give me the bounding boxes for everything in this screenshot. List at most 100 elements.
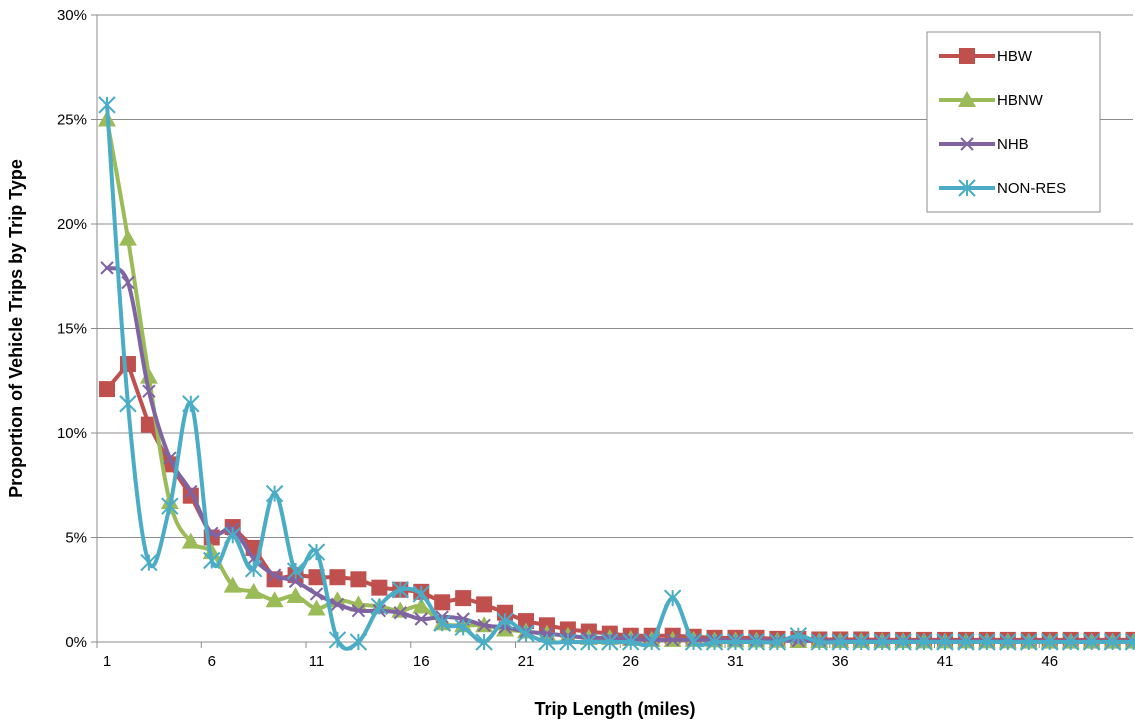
- legend-item: NON-RES: [939, 179, 1066, 197]
- data-point: [538, 633, 556, 651]
- data-point: [140, 416, 157, 433]
- data-point: [308, 569, 325, 586]
- x-tick-label: 26: [622, 653, 639, 670]
- data-point: [393, 606, 408, 620]
- data-point: [1020, 633, 1038, 651]
- data-point: [434, 594, 451, 611]
- data-point: [330, 597, 345, 612]
- data-point: [307, 599, 326, 616]
- data-point: [286, 587, 305, 604]
- data-point: [181, 532, 200, 549]
- x-tick-label: 16: [413, 653, 430, 670]
- data-point: [665, 633, 680, 647]
- data-point: [999, 633, 1017, 651]
- legend-label: NON-RES: [997, 180, 1066, 197]
- x-tick-label: 11: [309, 653, 325, 670]
- data-point: [370, 597, 389, 616]
- data-point: [119, 395, 137, 413]
- data-point: [455, 590, 472, 607]
- legend-marker: [958, 91, 976, 107]
- data-point: [265, 591, 284, 608]
- data-point: [873, 633, 891, 651]
- data-point: [433, 614, 451, 632]
- data-point: [309, 587, 324, 601]
- data-point: [307, 543, 326, 561]
- series-line: [105, 265, 1135, 644]
- data-point: [936, 633, 954, 651]
- data-point: [142, 384, 156, 398]
- data-point: [391, 581, 410, 599]
- x-tick-label: 46: [1041, 653, 1058, 670]
- data-point: [328, 631, 347, 649]
- legend-label: NHB: [997, 136, 1029, 153]
- y-tick-label: 10%: [57, 425, 87, 442]
- data-point: [244, 560, 263, 578]
- data-point: [831, 633, 849, 651]
- data-point: [476, 596, 493, 613]
- data-point: [1082, 633, 1101, 651]
- data-point: [663, 589, 682, 607]
- data-point: [915, 633, 933, 651]
- data-point: [244, 582, 263, 599]
- data-point: [852, 633, 870, 651]
- data-point: [477, 618, 491, 632]
- data-point: [412, 585, 430, 603]
- data-point: [601, 633, 619, 651]
- data-point: [810, 633, 829, 651]
- data-point: [351, 603, 366, 618]
- data-point: [350, 571, 367, 588]
- data-point: [747, 633, 766, 651]
- y-tick-label: 25%: [57, 112, 87, 129]
- y-tick-label: 20%: [57, 216, 87, 233]
- legend-marker: [960, 137, 974, 151]
- data-point: [288, 574, 303, 589]
- y-tick-label: 0%: [65, 634, 87, 651]
- data-point: [1124, 633, 1135, 651]
- data-point: [121, 275, 135, 290]
- legend-item: NHB: [939, 136, 1029, 153]
- data-point: [684, 633, 703, 651]
- data-point: [223, 576, 242, 593]
- data-point: [580, 633, 598, 651]
- y-tick-label: 30%: [57, 7, 87, 24]
- data-point: [100, 261, 114, 275]
- data-point: [140, 553, 158, 572]
- x-tick-label: 21: [518, 653, 535, 670]
- data-point: [286, 562, 305, 580]
- data-point: [894, 633, 912, 651]
- data-point: [1061, 633, 1080, 651]
- data-point: [957, 633, 975, 651]
- data-point: [768, 633, 787, 651]
- data-point: [414, 612, 428, 626]
- data-point: [118, 229, 137, 246]
- data-point: [454, 618, 472, 637]
- data-point: [705, 633, 724, 651]
- legend-item: HBW: [939, 48, 1033, 65]
- legend-item: HBNW: [939, 91, 1044, 109]
- series-non-res: [98, 96, 1135, 651]
- legend-marker: [958, 179, 976, 197]
- x-axis-ticks: 1 6 11 16 21 26 31 36 41 46: [96, 642, 1058, 670]
- legend-label: HBW: [997, 48, 1033, 65]
- data-point: [518, 613, 534, 630]
- x-tick-label: 31: [727, 653, 744, 670]
- data-point: [726, 633, 745, 651]
- data-point: [349, 633, 368, 651]
- legend-label: HBNW: [997, 92, 1044, 109]
- x-axis-title: Trip Length (miles): [534, 699, 695, 719]
- data-point: [329, 569, 346, 586]
- data-point: [139, 367, 158, 384]
- data-point: [622, 633, 640, 651]
- data-point: [978, 633, 996, 651]
- x-tick-label: 41: [937, 653, 954, 670]
- y-axis-title: Proportion of Vehicle Trips by Trip Type: [6, 159, 26, 498]
- x-tick-label: 6: [208, 653, 216, 670]
- data-point: [559, 633, 577, 651]
- data-point: [496, 612, 514, 630]
- data-point: [371, 579, 388, 596]
- data-point: [265, 484, 284, 503]
- x-tick-label: 1: [103, 653, 111, 670]
- data-point: [267, 568, 282, 582]
- data-point: [182, 395, 200, 413]
